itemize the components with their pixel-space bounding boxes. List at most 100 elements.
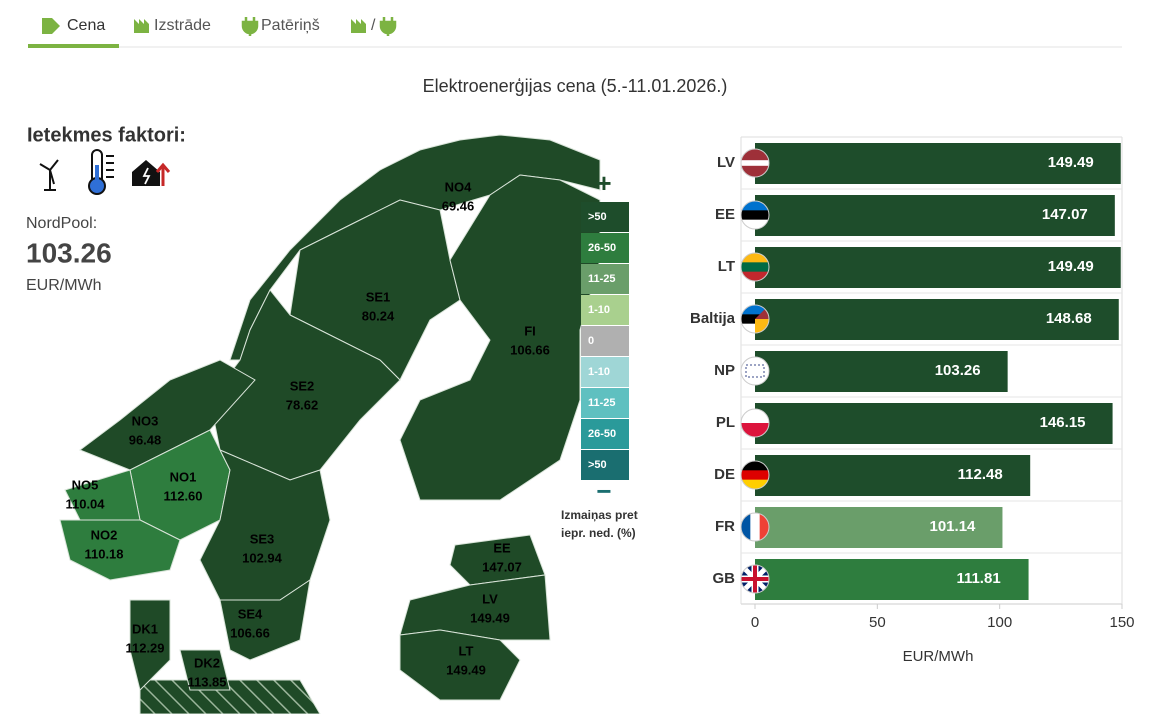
flag-stripe [741, 210, 769, 221]
flag-outline [740, 356, 770, 386]
tab[interactable]: Patēriņš [261, 17, 320, 34]
flag-outline [740, 564, 770, 594]
flag-stripe [741, 513, 751, 541]
tabs: Cena Izstrāde Patēriņš / [28, 17, 1122, 48]
data-label: 101.14 [930, 518, 977, 535]
bar [755, 195, 1115, 236]
nordpool-unit: EUR/MWh [26, 277, 102, 294]
flag-stripe [741, 219, 769, 229]
region-name: DK2 [194, 655, 220, 670]
region-name: SE1 [366, 289, 391, 304]
flag [741, 565, 769, 593]
region[interactable] [399, 574, 551, 641]
data-label: 146.15 [1040, 414, 1086, 431]
legend-swatch [581, 419, 629, 449]
legend-swatch [581, 357, 629, 387]
region-name: EE [493, 540, 511, 555]
flag-stripe [741, 565, 769, 593]
flag-stripe [741, 149, 769, 156]
category-label: PL [716, 414, 735, 431]
x-tick-label: 0 [751, 614, 759, 631]
region-name: SE4 [238, 606, 263, 621]
region-name: SE3 [250, 531, 275, 546]
region[interactable] [129, 599, 171, 691]
legend-label: 26-50 [588, 242, 616, 254]
tab[interactable]: Izstrāde [154, 17, 211, 34]
flag [741, 201, 769, 229]
region-value: 106.66 [510, 342, 550, 357]
map [59, 134, 601, 715]
legend-label: 0 [588, 335, 594, 347]
legend-swatch [581, 202, 629, 232]
flag-stripe [741, 253, 769, 263]
category-label: EE [715, 206, 735, 223]
region-name: NO2 [91, 527, 118, 542]
region[interactable] [219, 578, 311, 661]
region-value: 102.94 [242, 550, 283, 565]
region-value: 147.07 [482, 559, 522, 574]
flag [741, 357, 769, 385]
flag-stripe [741, 423, 769, 437]
region-name: LT [459, 643, 474, 658]
flag [741, 253, 769, 281]
nordpool-value: 103.26 [26, 237, 112, 268]
region-value: 96.48 [129, 432, 162, 447]
data-label: 111.81 [956, 570, 1000, 587]
region-name: LV [482, 591, 498, 606]
plug-icon [241, 17, 259, 36]
bar [755, 507, 1003, 548]
region[interactable] [399, 174, 601, 501]
data-label: 148.68 [1046, 310, 1092, 327]
region[interactable] [399, 629, 521, 701]
flag-stripe [741, 160, 769, 167]
map-area-de [139, 679, 321, 715]
legend-swatch [581, 264, 629, 294]
region-value: 113.85 [187, 674, 226, 689]
region-value: 112.29 [125, 640, 164, 655]
flag-outline [740, 512, 770, 542]
factory-icon [351, 19, 366, 33]
data-label: 103.26 [935, 362, 981, 379]
legend-label: 11-25 [588, 397, 616, 409]
region-name: FI [524, 323, 536, 338]
flag-stripe [741, 165, 769, 172]
bar [755, 247, 1121, 288]
bar [755, 403, 1113, 444]
plug-icon [379, 17, 397, 36]
region-name: NO5 [72, 477, 99, 492]
flag-stripe [741, 470, 769, 481]
flag-stripe [745, 364, 765, 378]
legend-minus: − [596, 476, 611, 506]
category-label: DE [714, 466, 735, 483]
legend-label: >50 [588, 211, 607, 223]
legend-label: >50 [588, 459, 607, 471]
legend-swatch [581, 326, 629, 356]
region-name: DK1 [132, 621, 158, 636]
flag [741, 305, 769, 333]
flag-stripe [741, 201, 769, 211]
flag-outline [740, 408, 770, 438]
category-label: NP [714, 362, 735, 379]
flag-stripe [741, 479, 769, 489]
flag-stripe [741, 305, 769, 315]
region-name: NO3 [132, 413, 159, 428]
category-label: LT [718, 258, 735, 275]
factors-title: Ietekmes faktori: [27, 124, 186, 146]
x-tick-label: 50 [869, 614, 886, 631]
tab[interactable]: Cena [67, 17, 105, 34]
flag [741, 409, 769, 437]
region-value: 149.49 [446, 662, 486, 677]
region-name: NO4 [445, 179, 473, 194]
tag-icon [42, 18, 60, 34]
flag-stripe [750, 513, 761, 541]
map-labels: NO4 69.46 SE1 80.24 FI 106.66 SE2 78.62 NO3 96.48… [65, 179, 549, 689]
tab[interactable]: / [371, 17, 376, 34]
flag [741, 461, 769, 489]
region-value: 78.62 [286, 397, 319, 412]
legend-label: 1-10 [588, 366, 610, 378]
region[interactable] [59, 519, 181, 581]
legend-label: 1-10 [588, 304, 610, 316]
flag-stripe [741, 461, 769, 471]
region[interactable] [179, 649, 231, 691]
